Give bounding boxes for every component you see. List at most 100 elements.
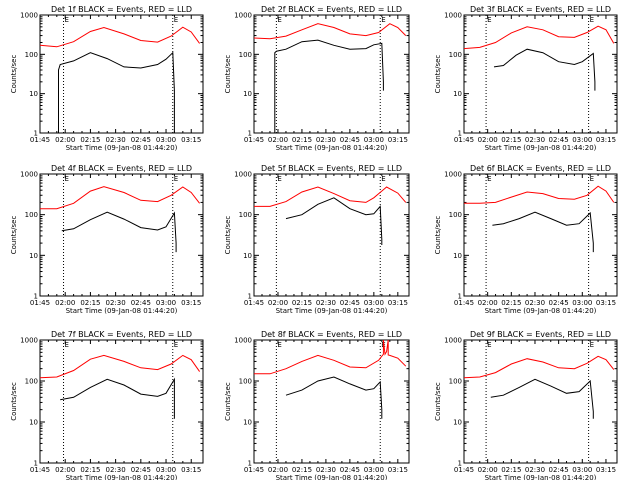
x-tick-label: 03:00 (156, 466, 176, 474)
events-series-line (285, 197, 383, 245)
x-tick-label: 02:00 (478, 299, 498, 307)
detector-panel-6: Det 6f BLACK = Events, RED = LLD 01:45 02:… (434, 164, 618, 315)
y-tick-label: 1 (34, 130, 38, 138)
panel-title: Det 2f BLACK = Events, RED = LLD (261, 5, 402, 14)
event-marker-label: E (487, 175, 491, 183)
event-marker-label: E (65, 341, 69, 349)
x-tick-label: 03:00 (572, 299, 592, 307)
lld-series-line (464, 185, 615, 204)
events-series-line (58, 51, 175, 133)
y-tick-label: 1000 (444, 12, 462, 20)
detector-panel-9: Det 9f BLACK = Events, RED = LLD 01:45 02:… (434, 330, 618, 480)
lld-series-line (39, 26, 201, 48)
y-tick-label: 100 (25, 211, 38, 219)
x-tick-label: 02:30 (106, 466, 126, 474)
x-tick-label: 02:00 (55, 466, 75, 474)
y-tick-label: 100 (449, 211, 462, 219)
x-axis-label: Start Time (09-Jan-08 01:44:20) (485, 307, 597, 315)
x-tick-label: 02:00 (268, 136, 288, 144)
y-tick-label: 1000 (234, 337, 252, 345)
x-tick-label: 02:45 (340, 466, 360, 474)
panel-title: Det 4f BLACK = Events, RED = LLD (51, 164, 192, 173)
lld-series-line (254, 186, 407, 207)
x-tick-label: 02:30 (525, 136, 545, 144)
events-series-line (493, 48, 596, 91)
y-tick-label: 100 (25, 51, 38, 59)
panel-title: Det 9f BLACK = Events, RED = LLD (470, 330, 611, 339)
x-tick-label: 02:45 (549, 136, 569, 144)
y-tick-label: 10 (29, 252, 38, 260)
y-tick-label: 1000 (444, 337, 462, 345)
x-tick-label: 02:45 (549, 466, 569, 474)
x-tick-label: 03:00 (364, 299, 384, 307)
x-tick-label: 02:30 (316, 466, 336, 474)
plot-frame (463, 339, 618, 464)
events-series-line (274, 39, 384, 133)
y-tick-label: 1 (248, 293, 252, 301)
panel-title: Det 3f BLACK = Events, RED = LLD (470, 5, 611, 14)
x-tick-label: 01:45 (244, 136, 264, 144)
y-tick-label: 1 (34, 293, 38, 301)
x-tick-label: 02:15 (292, 299, 312, 307)
x-tick-label: 03:00 (156, 136, 176, 144)
x-tick-label: 02:00 (55, 299, 75, 307)
x-tick-label: 02:15 (80, 299, 100, 307)
x-tick-label: 01:45 (454, 466, 474, 474)
x-tick-label: 03:00 (364, 466, 384, 474)
y-tick-label: 1000 (20, 171, 38, 179)
x-axis-label: Start Time (09-Jan-08 01:44:20) (276, 307, 388, 315)
x-tick-label: 01:45 (454, 299, 474, 307)
x-axis-label: Start Time (09-Jan-08 01:44:20) (276, 144, 388, 152)
event-marker-label: E (590, 175, 594, 183)
x-tick-label: 02:30 (525, 466, 545, 474)
x-tick-label: 03:00 (572, 466, 592, 474)
x-tick-label: 03:15 (181, 136, 201, 144)
x-tick-label: 02:45 (131, 299, 151, 307)
x-tick-label: 01:45 (30, 136, 50, 144)
y-tick-label: 10 (29, 90, 38, 98)
x-tick-label: 02:00 (478, 466, 498, 474)
event-marker-label: E (590, 341, 594, 349)
event-marker-label: E (277, 341, 281, 349)
x-tick-label: 02:00 (478, 136, 498, 144)
x-tick-label: 03:15 (388, 466, 408, 474)
event-marker-label: E (381, 175, 385, 183)
event-marker-label: E (487, 341, 491, 349)
x-tick-label: 03:15 (181, 466, 201, 474)
panel-title: Det 5f BLACK = Events, RED = LLD (261, 164, 402, 173)
event-marker-label: E (277, 16, 281, 24)
x-tick-label: 02:15 (80, 466, 100, 474)
x-tick-label: 02:45 (340, 136, 360, 144)
lld-series-line (253, 23, 407, 40)
lld-series-line (254, 339, 407, 375)
x-axis-label: Start Time (09-Jan-08 01:44:20) (485, 144, 597, 152)
detector-panel-5: Det 5f BLACK = Events, RED = LLD 01:45 02:… (224, 164, 410, 315)
detector-panel-3: Det 3f BLACK = Events, RED = LLD 01:45 02:… (434, 5, 618, 152)
panel-title: Det 7f BLACK = Events, RED = LLD (51, 330, 192, 339)
y-axis-label: Counts/sec (10, 55, 18, 94)
x-tick-label: 02:30 (525, 299, 545, 307)
x-tick-label: 01:45 (30, 466, 50, 474)
y-tick-label: 1000 (444, 171, 462, 179)
x-tick-label: 02:15 (501, 466, 521, 474)
panel-title: Det 8f BLACK = Events, RED = LLD (261, 330, 402, 339)
x-tick-label: 01:45 (244, 299, 264, 307)
y-tick-label: 1 (34, 460, 38, 468)
events-series-line (61, 211, 177, 253)
x-tick-label: 02:45 (131, 136, 151, 144)
events-series-line (490, 378, 594, 419)
event-marker-label: E (590, 16, 594, 24)
x-tick-label: 02:00 (268, 466, 288, 474)
x-axis-label: Start Time (09-Jan-08 01:44:20) (276, 474, 388, 480)
x-tick-label: 03:15 (596, 136, 616, 144)
y-tick-label: 10 (453, 419, 462, 427)
y-tick-label: 100 (239, 211, 252, 219)
x-tick-label: 02:15 (292, 466, 312, 474)
x-tick-label: 03:00 (156, 299, 176, 307)
x-tick-label: 02:45 (340, 299, 360, 307)
plot-frame (39, 339, 204, 464)
y-tick-label: 10 (453, 252, 462, 260)
detector-panel-1: Det 1f BLACK = Events, RED = LLD 01:45 02:… (10, 5, 204, 152)
x-tick-label: 02:00 (268, 299, 288, 307)
